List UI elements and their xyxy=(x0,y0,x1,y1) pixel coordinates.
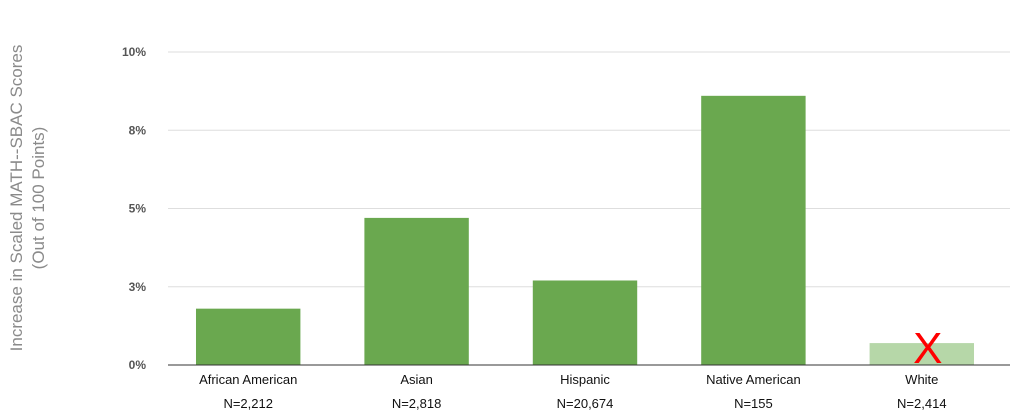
category-label: Hispanic xyxy=(560,372,610,387)
bar-hispanic xyxy=(532,280,638,365)
category-label: White xyxy=(905,372,938,387)
annotation-x-mark: X xyxy=(913,324,942,373)
bar-native-american xyxy=(701,95,806,365)
y-tick-label: 10% xyxy=(122,45,146,59)
y-tick-label: 8% xyxy=(129,123,147,137)
sample-size-label: N=2,818 xyxy=(392,396,442,411)
gridlines xyxy=(168,51,1010,288)
sample-size-label: N=2,212 xyxy=(223,396,273,411)
y-axis-ticks: 0% 3% 5% 8% 10% xyxy=(122,45,146,372)
sample-size-label: N=155 xyxy=(734,396,773,411)
y-axis-label-line-2: (Out of 100 Points) xyxy=(29,127,48,270)
x-axis-categories: African American N=2,212 Asian N=2,818 Hispa… xyxy=(199,372,946,411)
y-axis-label: Increase in Scaled MATH--SBAC Scores (Ou… xyxy=(7,45,48,352)
y-axis-label-line-1: Increase in Scaled MATH--SBAC Scores xyxy=(7,45,26,352)
bar-asian xyxy=(364,217,469,365)
bar-african-american xyxy=(195,308,301,365)
bars xyxy=(195,95,975,365)
y-tick-label: 0% xyxy=(129,358,147,372)
annotations: X xyxy=(913,324,942,373)
bar-white xyxy=(869,343,975,365)
category-label: Asian xyxy=(400,372,433,387)
y-tick-label: 5% xyxy=(129,202,147,216)
sample-size-label: N=20,674 xyxy=(557,396,614,411)
sample-size-label: N=2,414 xyxy=(897,396,947,411)
category-label: Native American xyxy=(706,372,801,387)
y-tick-label: 3% xyxy=(129,280,147,294)
category-label: African American xyxy=(199,372,297,387)
